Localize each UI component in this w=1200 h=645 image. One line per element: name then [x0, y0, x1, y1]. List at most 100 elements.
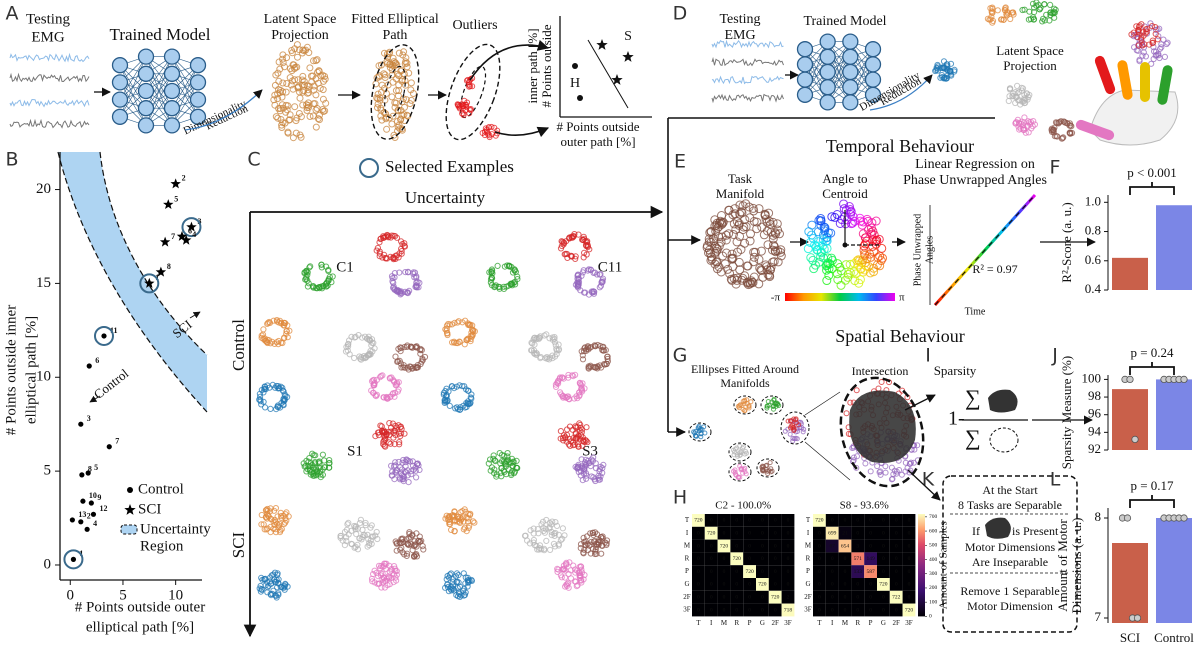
latent-point	[749, 257, 759, 267]
cell-value: 0	[844, 518, 847, 524]
latent-point	[1151, 48, 1158, 55]
latent-point	[559, 434, 567, 442]
matrix-cell	[902, 565, 916, 578]
latent-point	[579, 352, 586, 359]
info-box	[942, 475, 1078, 633]
latent-point	[585, 346, 592, 353]
intersection-icon	[985, 517, 1011, 539]
point-label: 6	[188, 226, 192, 235]
control-point	[86, 363, 92, 369]
latent-point	[409, 458, 416, 465]
cell-value: 722	[892, 594, 901, 600]
latent-point	[389, 112, 397, 120]
latent-point	[1135, 42, 1142, 49]
latent-point	[377, 235, 384, 242]
latent-point	[403, 456, 410, 463]
latent-point	[593, 540, 600, 548]
latent-point	[373, 94, 381, 102]
latent-point	[760, 463, 765, 469]
label: -π	[771, 292, 781, 304]
latent-point	[442, 515, 449, 522]
label: # Points outside	[539, 24, 554, 107]
latent-point	[752, 224, 762, 234]
latent-point	[370, 533, 377, 540]
y-tick-label: 92	[1088, 441, 1101, 456]
latent-point	[488, 266, 496, 273]
matrix-cell	[889, 565, 903, 578]
matrix-cell	[704, 590, 718, 604]
latent-point	[392, 469, 399, 476]
latent-point	[594, 271, 601, 278]
cell-value: 654	[841, 543, 850, 549]
latent-point	[413, 543, 420, 550]
latent-point	[281, 334, 288, 341]
latent-point	[595, 472, 602, 479]
latent-point	[465, 510, 472, 518]
latent-point	[766, 262, 776, 272]
point-label: 3	[87, 414, 91, 423]
emg-signal	[9, 118, 90, 129]
matrix-cell	[717, 526, 731, 540]
cell-value: 0	[697, 569, 700, 575]
latent-point	[393, 547, 400, 554]
row-label: 3F	[683, 606, 691, 614]
cell-value: 0	[723, 607, 726, 613]
latent-point	[1040, 15, 1047, 22]
label: 1-	[948, 408, 965, 430]
row-label: G	[805, 580, 810, 588]
matrix-cell	[717, 590, 731, 604]
latent-point	[994, 7, 1001, 14]
row-label: R	[806, 554, 811, 562]
point-label: 13	[78, 510, 86, 519]
latent-point	[277, 383, 284, 390]
latent-point	[451, 518, 458, 525]
latent-point	[309, 112, 317, 120]
latent-point	[317, 474, 324, 481]
connector	[469, 39, 550, 81]
matrix-cell	[838, 603, 852, 617]
matrix-cell	[877, 539, 890, 553]
latent-point	[377, 565, 384, 572]
connector	[89, 395, 101, 403]
cell-value: 0	[710, 556, 713, 562]
label: C1	[336, 259, 354, 275]
latent-point	[469, 83, 476, 90]
latent-point	[768, 230, 778, 240]
label: inner path [%]	[525, 28, 540, 103]
latent-point	[498, 473, 505, 480]
latent-point	[735, 475, 741, 480]
latent-point	[367, 524, 374, 531]
nn-node	[137, 82, 155, 100]
bar	[1156, 379, 1192, 450]
sample-point	[1131, 435, 1139, 444]
label: Centroid	[822, 186, 868, 201]
latent-point	[466, 77, 473, 84]
nn-node	[842, 79, 859, 96]
latent-point	[811, 260, 821, 270]
latent-point	[769, 468, 775, 474]
cell-value: 133	[854, 569, 863, 575]
cell-value: 0	[869, 543, 872, 549]
connector	[907, 469, 941, 501]
latent-point	[260, 389, 267, 396]
cell-value: 0	[710, 543, 713, 549]
latent-point	[575, 272, 582, 279]
latent-point	[514, 465, 521, 472]
nn-node	[864, 86, 882, 103]
latent-point	[877, 468, 884, 475]
row-label: R	[685, 554, 690, 562]
latent-point	[280, 322, 287, 329]
latent-point	[561, 240, 568, 247]
latent-point	[543, 537, 550, 545]
latent-point	[776, 403, 782, 408]
latent-point	[364, 531, 371, 538]
latent-point	[1066, 130, 1073, 137]
latent-point	[282, 515, 289, 522]
latent-point	[557, 245, 565, 252]
label: π	[899, 292, 905, 304]
cell-value: 0	[856, 594, 859, 600]
latent-point	[775, 229, 784, 239]
latent-point	[491, 284, 498, 291]
label: Latent Space	[264, 12, 337, 27]
matrix-cell	[756, 578, 769, 591]
